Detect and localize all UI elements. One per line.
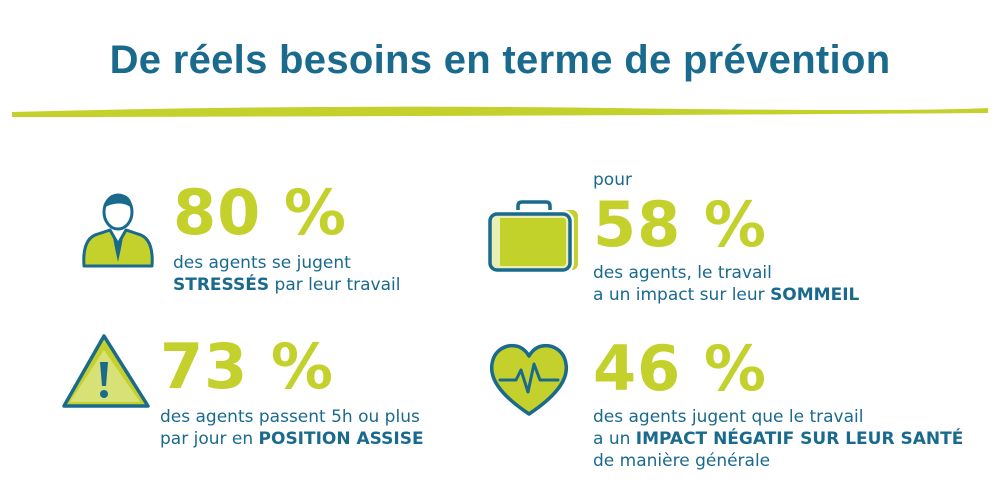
stat-text-line2: a un impact sur leur SOMMEIL [593, 285, 860, 305]
stat-text-line2: STRESSÉS par leur travail [173, 275, 401, 295]
highlight-underline [12, 106, 988, 117]
stat-text-line2: a un IMPACT NÉGATIF SUR LEUR SANTÉ [593, 429, 964, 449]
stat-value-stress: 80 % [173, 176, 347, 249]
person-icon [78, 188, 158, 274]
stat-text-line1: des agents passent 5h ou plus [160, 407, 420, 427]
stat-value-sleep: 58 % [593, 188, 767, 261]
stat-text-line1: des agents, le travail [593, 263, 772, 283]
stat-text-line1: des agents jugent que le travail [593, 407, 864, 427]
heart-pulse-icon [486, 340, 572, 424]
page-title: De réels besoins en terme de prévention [109, 38, 891, 82]
stat-text-line2: par jour en POSITION ASSISE [160, 429, 424, 449]
stat-prefix: pour [593, 170, 632, 190]
stat-value-sitting: 73 % [160, 330, 334, 403]
stat-value-health: 46 % [593, 332, 767, 405]
briefcase-icon [484, 196, 584, 280]
stat-text-line1: des agents se jugent [173, 253, 351, 273]
warning-icon [59, 330, 153, 416]
stat-text-line3: de manière générale [593, 451, 771, 471]
